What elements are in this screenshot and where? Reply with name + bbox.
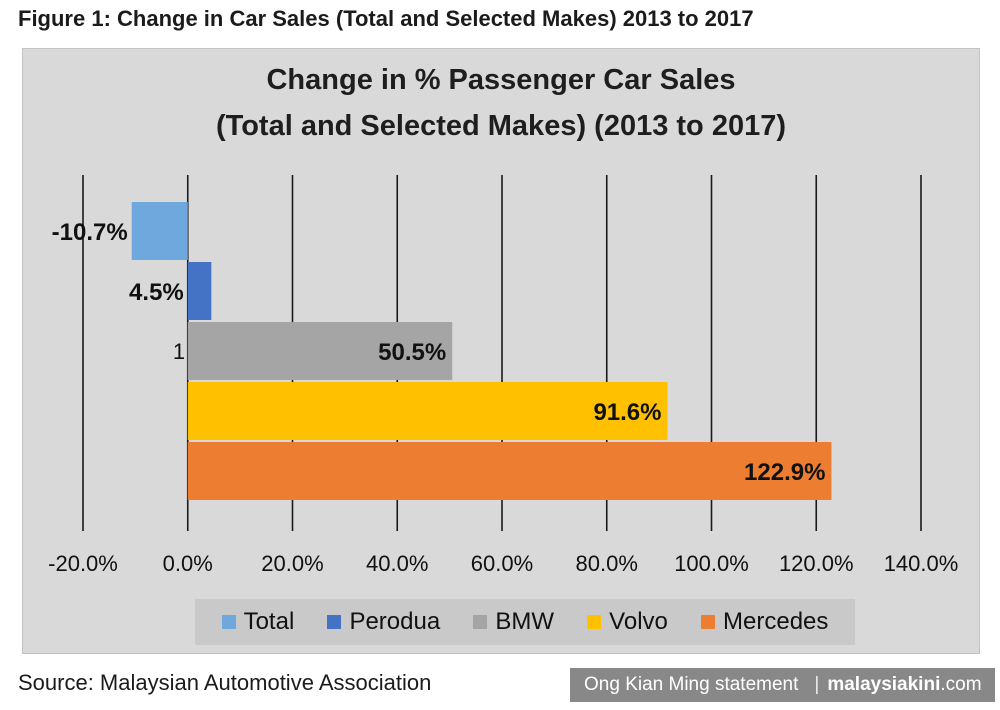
- data-label-perodua: 4.5%: [129, 279, 184, 306]
- bar-volvo: [187, 382, 668, 440]
- data-label-total: -10.7%: [52, 219, 128, 246]
- legend-item-mercedes: Mercedes: [701, 608, 828, 636]
- legend-swatch: [473, 615, 488, 629]
- bar-chart: -20.0% 0.0% 20.0% 40.0% 60.0% 80.0% 100.0% 120.…: [48, 175, 959, 576]
- chart-title-line1: Change in % Passenger Car Sales: [266, 64, 736, 96]
- legend-label: BMW: [495, 608, 554, 635]
- brand-domain: .com: [940, 674, 982, 695]
- legend-label: Mercedes: [723, 608, 829, 635]
- source-note: Source: Malaysian Automotive Association: [18, 670, 432, 695]
- data-label-bmw: 50.5%: [378, 339, 446, 366]
- legend-label: Total: [243, 608, 295, 635]
- x-tick-label: 20.0%: [261, 551, 323, 576]
- data-label-volvo: 91.6%: [593, 399, 661, 426]
- x-tick-label: 80.0%: [576, 551, 638, 576]
- legend-swatch: [587, 615, 602, 629]
- brand-name: malaysiakini: [827, 674, 941, 695]
- x-tick-label: 120.0%: [779, 551, 854, 576]
- legend-item-perodua: Perodua: [327, 608, 440, 636]
- legend: Total Perodua BMW Volvo Mercedes: [195, 599, 855, 645]
- x-tick-label: 140.0%: [884, 551, 959, 576]
- legend-item-volvo: Volvo: [587, 608, 668, 636]
- x-tick-label: 0.0%: [163, 551, 213, 576]
- x-tick-label: 60.0%: [471, 551, 533, 576]
- chart-title-line2: (Total and Selected Makes) (2013 to 2017…: [215, 110, 786, 142]
- chart-area: Change in % Passenger Car Sales (Total a…: [22, 48, 980, 654]
- legend-swatch: [701, 615, 716, 629]
- x-tick-label: 40.0%: [366, 551, 428, 576]
- legend-item-total: Total: [221, 608, 295, 636]
- credit-statement: Ong Kian Ming statement: [584, 674, 799, 695]
- legend-item-bmw: BMW: [473, 608, 554, 636]
- bar-bmw: [187, 322, 453, 380]
- category-label: 1: [173, 339, 185, 364]
- bar-perodua: [187, 262, 212, 320]
- figure-title: Figure 1: Change in Car Sales (Total and…: [18, 6, 754, 31]
- legend-label: Perodua: [349, 608, 441, 635]
- data-label-mercedes: 122.9%: [744, 459, 825, 486]
- x-tick-label: 100.0%: [674, 551, 749, 576]
- bar-total: [131, 202, 188, 260]
- x-tick-label: -20.0%: [48, 551, 118, 576]
- legend-label: Volvo: [609, 608, 668, 635]
- credit-separator: |: [814, 674, 820, 695]
- legend-swatch: [327, 615, 342, 629]
- legend-swatch: [221, 615, 236, 629]
- credit-bar: Ong Kian Ming statement | malaysiakini .…: [570, 668, 995, 702]
- bar-mercedes: [187, 442, 832, 500]
